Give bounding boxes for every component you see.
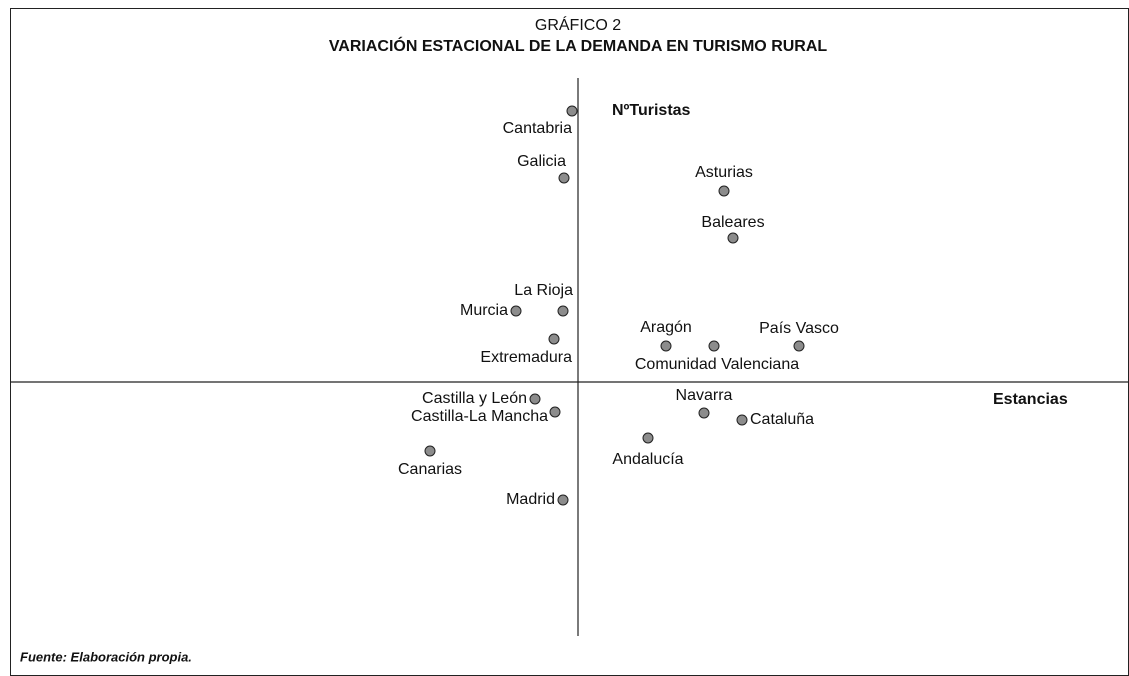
point <box>642 432 654 444</box>
x-axis-label: Estancias <box>993 391 1068 408</box>
source-note: Fuente: Elaboración propia. <box>20 649 192 664</box>
point-label: Comunidad Valenciana <box>635 356 799 373</box>
point-label: Asturias <box>695 164 753 181</box>
point <box>424 445 436 457</box>
point-label: Castilla y León <box>422 390 527 407</box>
point <box>698 407 710 419</box>
point <box>529 393 541 405</box>
point <box>736 414 748 426</box>
point <box>549 406 561 418</box>
point <box>510 305 522 317</box>
point-label: Aragón <box>640 319 692 336</box>
point-label: Canarias <box>398 461 462 478</box>
point-label: Madrid <box>506 491 555 508</box>
point-label: País Vasco <box>759 320 839 337</box>
y-axis-label: NºTuristas <box>612 102 691 119</box>
point-label: Galicia <box>517 153 566 170</box>
point-label: Castilla-La Mancha <box>411 408 548 425</box>
point-label: Extremadura <box>480 349 572 366</box>
point <box>727 232 739 244</box>
point <box>548 333 560 345</box>
point-label: Baleares <box>701 214 764 231</box>
point-label: Andalucía <box>612 451 683 468</box>
point <box>718 185 730 197</box>
point-label: Navarra <box>676 387 733 404</box>
point <box>557 305 569 317</box>
chart-title: GRÁFICO 2 <box>535 15 621 34</box>
point <box>708 340 720 352</box>
point-label: Cataluña <box>750 411 814 428</box>
point <box>557 494 569 506</box>
point-label: Cantabria <box>503 120 572 137</box>
point-label: Murcia <box>460 302 508 319</box>
point <box>566 105 578 117</box>
point <box>558 172 570 184</box>
point <box>660 340 672 352</box>
chart-subtitle: VARIACIÓN ESTACIONAL DE LA DEMANDA EN TU… <box>329 36 828 55</box>
point <box>793 340 805 352</box>
point-label: La Rioja <box>514 282 573 299</box>
